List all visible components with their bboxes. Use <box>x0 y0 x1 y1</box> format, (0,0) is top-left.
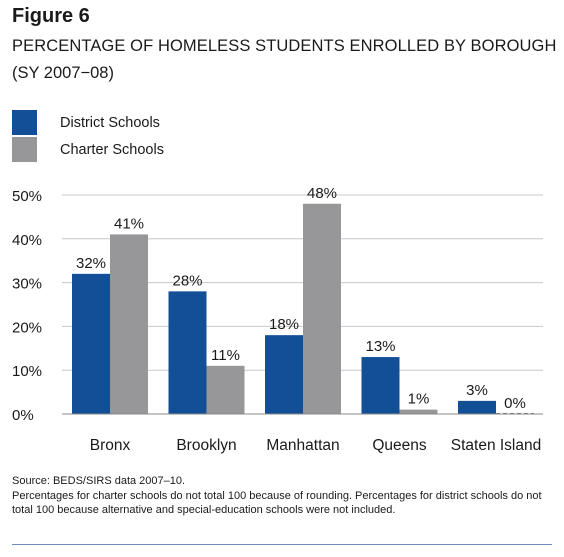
legend-swatch-district <box>12 110 37 135</box>
x-tick-label: Manhattan <box>266 437 339 454</box>
data-label: 32% <box>76 255 106 272</box>
data-label: 13% <box>365 338 395 355</box>
footnotes: Source: BEDS/SIRS data 2007–10. Percenta… <box>12 474 557 518</box>
bar <box>72 273 110 414</box>
bar <box>361 357 400 414</box>
data-label: 0% <box>504 395 526 412</box>
bottom-rule <box>12 544 552 545</box>
bar <box>110 234 148 414</box>
y-tick-label: 20% <box>12 319 42 336</box>
bar <box>168 291 207 414</box>
bar <box>399 409 438 414</box>
bar <box>303 203 341 414</box>
x-tick-label: Queens <box>372 437 427 454</box>
legend-swatch-charter <box>12 137 37 162</box>
y-tick-label: 50% <box>12 188 42 205</box>
y-tick-label: 30% <box>12 276 42 293</box>
bar <box>206 365 245 414</box>
data-label: 41% <box>114 215 144 232</box>
legend-label-charter: Charter Schools <box>60 142 164 158</box>
figure-label: Figure 6 <box>12 5 90 27</box>
bar <box>265 335 303 414</box>
data-label: 1% <box>408 391 430 408</box>
data-label: 11% <box>211 347 240 364</box>
legend-label-district: District Schools <box>60 115 160 131</box>
data-label: 18% <box>269 316 299 333</box>
x-tick-label: Staten Island <box>451 437 541 454</box>
y-tick-label: 40% <box>12 232 42 249</box>
y-tick-label: 10% <box>12 363 42 380</box>
x-tick-label: Bronx <box>90 437 131 454</box>
bar <box>458 400 496 414</box>
data-label: 48% <box>307 185 337 202</box>
chart-subtitle: (SY 2007−08) <box>12 64 114 82</box>
rounding-note: Percentages for charter schools do not t… <box>12 489 542 517</box>
source-note: Source: BEDS/SIRS data 2007–10. <box>12 475 186 487</box>
data-label: 28% <box>172 272 202 289</box>
chart-title: PERCENTAGE OF HOMELESS STUDENTS ENROLLED… <box>12 37 557 55</box>
data-label: 3% <box>466 382 488 399</box>
y-tick-label: 0% <box>12 407 34 424</box>
bar-chart: 0% 10% 20% 30% 40% 50% 32% 41% Bronx 28% 11% Brookl… <box>12 185 543 454</box>
x-tick-label: Brooklyn <box>176 437 236 454</box>
